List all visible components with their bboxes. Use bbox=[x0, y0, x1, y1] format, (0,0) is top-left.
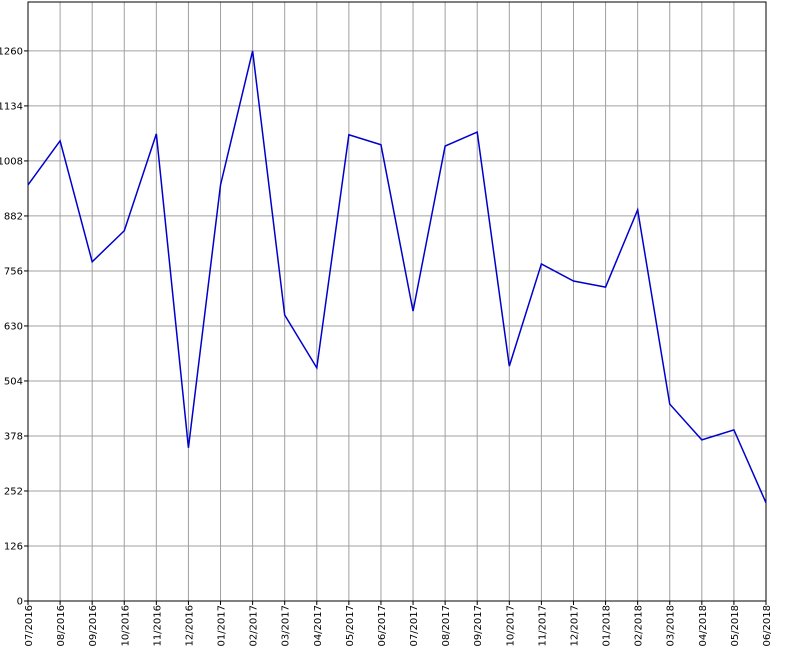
y-tick-label: 378 bbox=[4, 431, 23, 442]
x-tick-label: 06/2017 bbox=[377, 605, 388, 647]
x-tick-label: 04/2018 bbox=[698, 605, 709, 647]
x-tick-label: 12/2016 bbox=[184, 605, 195, 647]
x-tick-label: 07/2017 bbox=[409, 605, 420, 647]
x-tick-label: 07/2016 bbox=[24, 605, 35, 647]
x-tick-label: 09/2017 bbox=[473, 605, 484, 647]
y-tick-label: 504 bbox=[4, 376, 23, 387]
plot-border bbox=[27, 1, 767, 602]
x-tick-label: 11/2017 bbox=[537, 605, 548, 647]
x-tick-label: 09/2016 bbox=[88, 605, 99, 647]
x-tick-label: 03/2017 bbox=[281, 605, 292, 647]
x-tick-label: 01/2018 bbox=[602, 605, 613, 647]
x-tick-label: 06/2018 bbox=[762, 605, 773, 647]
y-tick-label: 1008 bbox=[0, 156, 23, 167]
x-tick-label: 02/2018 bbox=[634, 605, 645, 647]
y-tick-label: 630 bbox=[4, 321, 23, 332]
y-tick-label: 882 bbox=[4, 211, 23, 222]
x-tick-label: 10/2016 bbox=[120, 605, 131, 647]
x-tick-label: 10/2017 bbox=[505, 605, 516, 647]
x-tick-label: 05/2017 bbox=[345, 605, 356, 647]
x-tick-label: 11/2016 bbox=[152, 605, 163, 647]
x-tick-label: 04/2017 bbox=[313, 605, 324, 647]
x-tick-label: 08/2016 bbox=[56, 605, 67, 647]
x-tick-label: 08/2017 bbox=[441, 605, 452, 647]
y-tick-label: 252 bbox=[4, 486, 23, 497]
x-tick-label: 12/2017 bbox=[569, 605, 580, 647]
x-tick-label: 03/2018 bbox=[666, 605, 677, 647]
y-tick-label: 126 bbox=[4, 541, 23, 552]
x-tick-label: 05/2018 bbox=[730, 605, 741, 647]
data-line bbox=[27, 50, 767, 504]
x-tick-label: 02/2017 bbox=[249, 605, 260, 647]
x-tick-label: 01/2017 bbox=[217, 605, 228, 647]
plot-area bbox=[28, 2, 766, 601]
y-tick-label: 1134 bbox=[0, 101, 23, 112]
y-tick-label: 0 bbox=[17, 597, 23, 608]
y-tick-label: 756 bbox=[4, 266, 23, 277]
y-tick-label: 1260 bbox=[0, 46, 23, 57]
